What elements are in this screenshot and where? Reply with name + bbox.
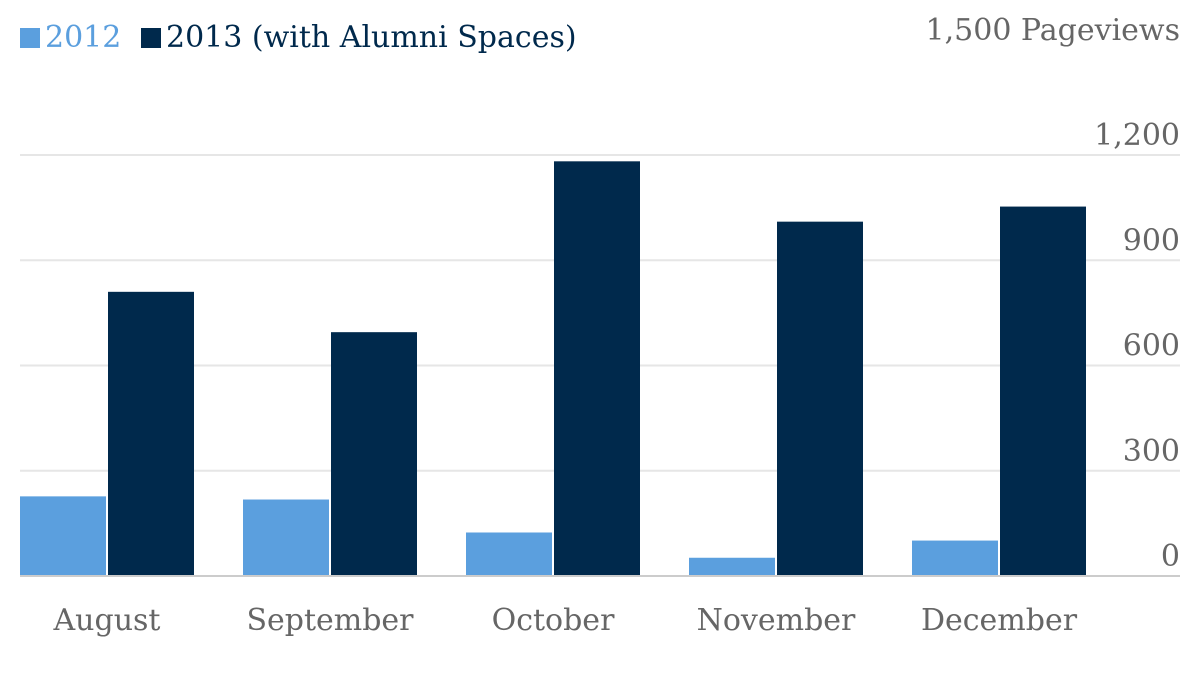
legend: 2012 2013 (with Alumni Spaces) [20,20,577,55]
bars [20,161,1086,577]
bar-october-2013 [554,161,640,576]
y-tick-label: 600 [1123,329,1180,364]
x-tick-label: October [492,603,615,638]
x-axis-ticks: August September October November December [53,603,1078,638]
y-axis-unit-label: 1,500 Pageviews [926,13,1180,48]
y-tick-label: 300 [1123,434,1180,469]
bar-september-2013 [331,332,417,576]
legend-label-2012: 2012 [45,20,121,55]
y-axis-ticks: 0 300 600 900 1,200 [1094,118,1180,574]
bar-november-2013 [777,221,863,577]
bar-august-2013 [108,291,194,576]
x-tick-label: August [53,603,161,638]
bar-december-2013 [1000,206,1086,576]
bar-october-2012 [466,532,552,576]
y-tick-label: 1,200 [1094,118,1180,153]
y-tick-label: 0 [1161,539,1180,574]
legend-swatch-2012 [20,28,40,48]
bar-september-2012 [243,499,329,576]
bar-november-2012 [689,557,775,576]
y-tick-label: 900 [1123,223,1180,258]
bar-august-2012 [20,496,106,576]
x-tick-label: December [921,603,1078,638]
x-tick-label: September [246,603,414,638]
legend-swatch-2013 [141,28,161,48]
legend-label-2013: 2013 (with Alumni Spaces) [166,20,577,55]
bar-december-2012 [912,540,998,576]
x-tick-label: November [697,603,856,638]
